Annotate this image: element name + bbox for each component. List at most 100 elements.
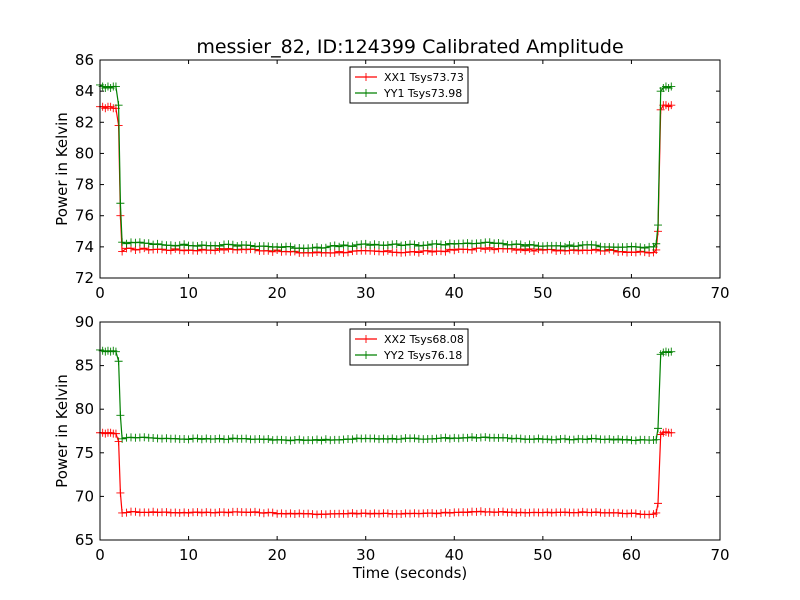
data-point [512, 508, 521, 517]
data-point [111, 82, 120, 91]
data-point [242, 241, 251, 250]
data-point [428, 509, 437, 518]
data-point [180, 508, 189, 517]
data-point [149, 240, 158, 249]
data-point [286, 436, 295, 445]
data-point [481, 245, 490, 254]
data-point [631, 242, 640, 251]
data-point [215, 434, 224, 443]
data-point [614, 435, 623, 444]
data-point [543, 435, 552, 444]
data-point [313, 435, 321, 444]
data-point [494, 239, 503, 248]
legend-marker [362, 73, 370, 81]
data-point [441, 508, 450, 517]
data-point [118, 238, 127, 247]
data-point [197, 435, 206, 444]
y-tick-label: 72 [75, 269, 94, 287]
data-point [339, 435, 348, 444]
data-point [516, 508, 525, 517]
data-point [118, 247, 127, 256]
x-tick-label: 30 [356, 546, 375, 564]
data-point [543, 508, 552, 517]
subplot-bottom: 0 10 20 30 40 50 60 70 65 70 75 80 85 90 Power in Kelv… [53, 313, 730, 582]
x-tick-label: 40 [445, 284, 464, 302]
subplot-top: 0 10 20 30 40 50 60 70 72 74 76 78 80 82 84 86 Power in … [53, 51, 730, 302]
data-point [308, 436, 317, 445]
data-point [153, 239, 162, 248]
data-point [587, 508, 596, 517]
data-point [215, 242, 224, 251]
data-point [330, 248, 339, 257]
data-point [273, 242, 282, 251]
data-point [308, 243, 317, 252]
data-point [211, 241, 220, 250]
legend-marker [362, 335, 370, 343]
data-point [352, 509, 361, 518]
data-point [547, 508, 556, 517]
data-point [485, 238, 494, 247]
x-axis-label: Time (seconds) [352, 564, 468, 582]
data-point [317, 436, 326, 445]
data-point [242, 434, 251, 443]
legend-box [349, 66, 469, 104]
data-point [171, 241, 180, 250]
data-point [432, 239, 441, 248]
legend-top: XX1 Tsys73.73 YY1 Tsys73.98 [349, 66, 469, 104]
data-point [158, 240, 166, 249]
data-point [388, 434, 397, 443]
data-point [516, 240, 525, 249]
data-point [166, 241, 175, 250]
x-tick-label: 0 [95, 546, 105, 564]
data-point [370, 240, 379, 249]
data-point [507, 508, 516, 517]
data-point [481, 433, 490, 442]
data-point [282, 509, 290, 518]
data-point [111, 347, 120, 356]
y-axis-label: Power in Kelvin [53, 112, 71, 226]
data-point [184, 508, 193, 517]
data-point [410, 434, 419, 443]
data-point [321, 243, 330, 252]
data-point [530, 435, 538, 444]
x-tick-label: 20 [268, 546, 287, 564]
data-point [127, 433, 135, 442]
data-point [286, 242, 295, 251]
y-tick-label: 76 [75, 207, 94, 225]
data-point [366, 241, 375, 250]
x-tick-label: 60 [622, 284, 641, 302]
data-point [255, 508, 264, 517]
data-point [383, 435, 392, 444]
data-point [437, 508, 445, 517]
data-point [410, 240, 419, 249]
data-point [640, 244, 649, 253]
data-point [193, 508, 202, 517]
y-tick-label: 84 [75, 82, 94, 100]
data-point [485, 507, 494, 516]
data-point [667, 82, 676, 91]
x-tick-label: 70 [710, 284, 729, 302]
data-point [295, 509, 304, 518]
data-point [636, 243, 645, 252]
data-point [654, 499, 662, 508]
data-point [463, 433, 472, 442]
data-point [131, 507, 140, 516]
data-point [202, 434, 211, 443]
data-point [592, 434, 600, 443]
data-point [224, 508, 233, 517]
data-point [561, 242, 569, 251]
data-point [667, 428, 676, 437]
legend-label: XX1 Tsys73.73 [384, 71, 464, 84]
data-point [463, 508, 472, 517]
data-point [375, 509, 383, 518]
y-tick-label: 75 [75, 444, 94, 462]
data-point [397, 434, 406, 443]
data-point [348, 435, 357, 444]
data-point [499, 507, 507, 516]
data-point [516, 434, 525, 443]
data-point [574, 241, 583, 250]
data-point [116, 199, 125, 208]
series-markers-bottom-1 [96, 345, 676, 445]
data-point [233, 242, 242, 251]
